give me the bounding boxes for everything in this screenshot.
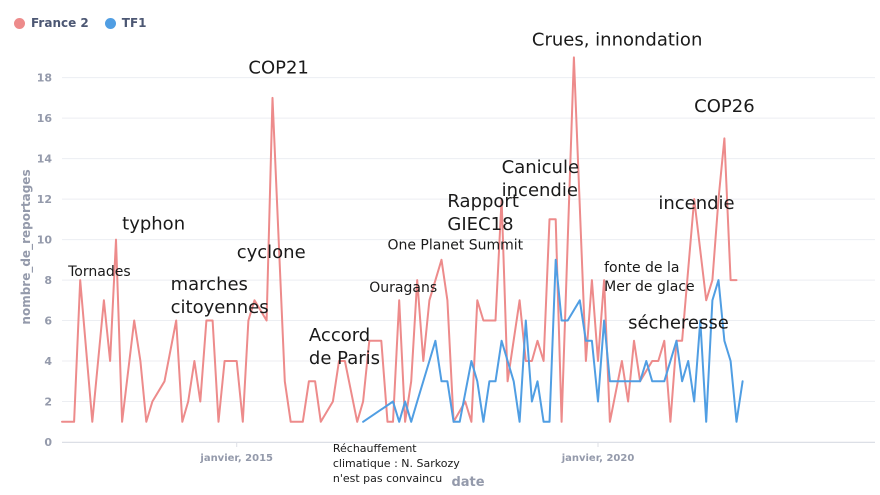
annotation-label: marches citoyennes <box>171 274 269 318</box>
legend-item-tf1[interactable]: TF1 <box>104 16 147 30</box>
annotation-label: One Planet Summit <box>387 238 523 254</box>
annotations: Tornades typhon marches citoyennes cyclone CO… <box>67 29 755 485</box>
y-tick-label: 8 <box>44 274 52 287</box>
annotation-label: typhon <box>122 213 185 234</box>
annotation-label: COP26 <box>694 96 755 117</box>
x-axis: janvier, 2015 janvier, 2020 <box>62 442 875 464</box>
x-tick-label: janvier, 2020 <box>561 453 635 464</box>
series-line-tf1[interactable] <box>362 258 744 423</box>
y-axis-label: nombre_de_reportages <box>19 169 34 324</box>
annotation-label: sécheresse <box>628 313 729 334</box>
x-tick-label: janvier, 2015 <box>199 453 273 464</box>
legend-label: TF1 <box>121 16 147 30</box>
y-tick-label: 4 <box>44 355 52 368</box>
annotation-label: Réchauffement climatique : N. Sarkozy n'es… <box>333 442 460 485</box>
annotation-label: Crues, innondation <box>532 29 702 50</box>
annotation-label: Canicule incendie <box>502 157 579 201</box>
x-axis-label: date <box>451 475 484 490</box>
y-tick-label: 0 <box>44 436 52 449</box>
annotation-label: cyclone <box>237 242 306 263</box>
annotation-label: Ouragans <box>369 280 437 296</box>
series-lines <box>61 56 744 423</box>
legend-swatch <box>14 17 25 29</box>
y-tick-label: 12 <box>37 193 52 206</box>
annotation-label: fonte de la Mer de glace <box>604 260 695 295</box>
annotation-label: COP21 <box>248 58 309 79</box>
y-tick-label: 16 <box>37 112 53 125</box>
annotation-label: Tornades <box>67 264 131 280</box>
annotation-label: Rapport GIEC18 <box>447 191 518 235</box>
series-line-france2[interactable] <box>61 56 738 423</box>
annotation-label: incendie <box>658 193 734 214</box>
legend: France 2 TF1 <box>14 16 147 30</box>
y-tick-label: 10 <box>37 234 53 247</box>
y-tick-label: 2 <box>44 396 52 409</box>
gridlines <box>62 77 875 443</box>
annotation-label: Accord de Paris <box>309 325 380 369</box>
legend-label: France 2 <box>31 16 89 30</box>
y-tick-label: 6 <box>44 315 52 328</box>
legend-swatch <box>104 17 116 29</box>
y-tick-label: 18 <box>37 72 52 85</box>
y-tick-label: 14 <box>37 153 53 166</box>
y-axis: 0 2 4 6 8 10 12 14 16 18 <box>37 72 53 449</box>
legend-item-france2[interactable]: France 2 <box>14 16 89 30</box>
